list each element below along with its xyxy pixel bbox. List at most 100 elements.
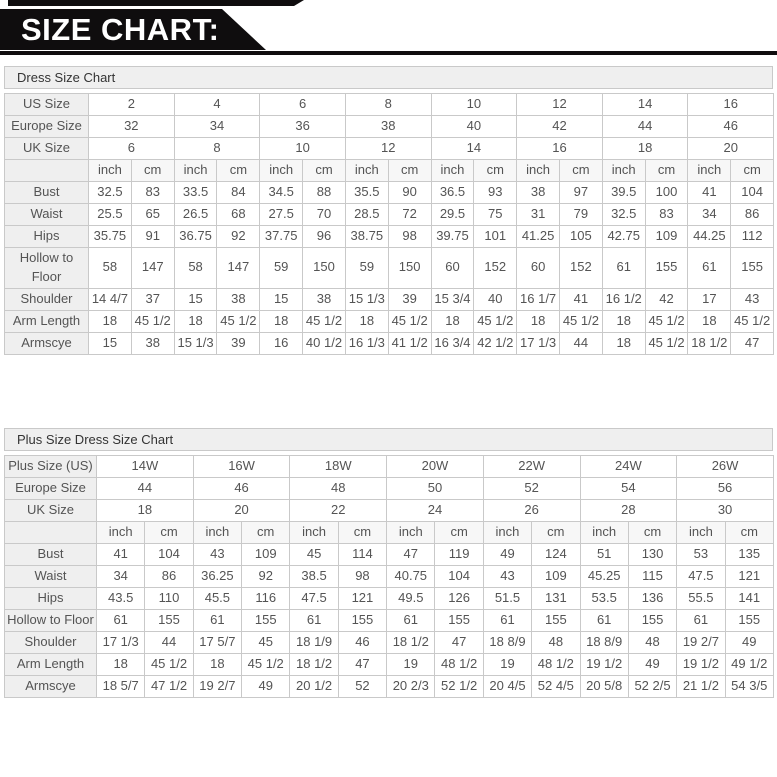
measure-value-cell: 20 5/8 <box>579 675 629 698</box>
measure-value-cell: 61 <box>289 609 339 632</box>
measure-value-cell: 131 <box>531 587 581 610</box>
measure-value-cell: 46 <box>337 631 388 654</box>
measure-value-cell: 21 1/2 <box>676 675 726 698</box>
measure-value-cell: 18 1/2 <box>386 631 436 654</box>
banner-divider-rule <box>0 51 777 55</box>
measure-row: Bust 32.5 83 33.5 84 34.5 88 35.5 90 36.5 93 38 97 39… <box>4 181 775 204</box>
size-value-cell: 12 <box>344 137 432 160</box>
size-value-cell: 2 <box>88 93 175 116</box>
size-value-cell: 44 <box>601 115 689 138</box>
measure-value-cell: 147 <box>130 247 175 289</box>
measure-value-cell: 90 <box>387 181 432 204</box>
size-value-cell: 20 <box>192 499 291 522</box>
measure-value-cell: 109 <box>241 543 291 566</box>
measure-value-cell: 49 <box>482 543 533 566</box>
measure-value-cell: 38 <box>130 331 175 355</box>
size-row: UK Size 18 20 22 24 26 28 30 <box>4 499 774 522</box>
measure-value-cell: 37 <box>130 287 175 311</box>
measure-value-cell: 119 <box>434 543 484 566</box>
measure-value-cell: 115 <box>627 565 678 588</box>
measure-value-cell: 61 <box>601 247 646 289</box>
measure-value-cell: 141 <box>724 587 774 610</box>
measure-value-cell: 20 2/3 <box>386 675 436 698</box>
size-value-cell: 44 <box>96 477 194 500</box>
unit-header-row: inch cm inch cm inch cm inch cm inch cm inch cm inch… <box>4 521 774 544</box>
unit-inch-label: inch <box>289 521 339 544</box>
measure-value-cell: 44 <box>144 631 194 654</box>
unit-cm-label: cm <box>627 521 678 544</box>
size-value-cell: 38 <box>344 115 432 138</box>
row-label: Hips <box>4 225 89 248</box>
unit-cm-label: cm <box>130 159 175 182</box>
measure-value-cell: 126 <box>434 587 484 610</box>
measure-value-cell: 42 1/2 <box>473 331 518 355</box>
measure-value-cell: 18 8/9 <box>482 631 533 654</box>
measure-value-cell: 84 <box>216 181 261 204</box>
measure-value-cell: 42 <box>644 287 689 311</box>
unit-cm-label: cm <box>644 159 689 182</box>
measure-value-cell: 45 1/2 <box>473 309 518 333</box>
measure-value-cell: 45 1/2 <box>644 331 689 355</box>
unit-cm-label: cm <box>531 521 581 544</box>
measure-value-cell: 17 1/3 <box>95 631 146 654</box>
measure-value-cell: 15 1/3 <box>344 287 389 311</box>
measure-value-cell: 91 <box>130 225 175 248</box>
measure-value-cell: 86 <box>144 565 194 588</box>
measure-value-cell: 109 <box>644 225 689 248</box>
size-value-cell: 14 <box>430 137 518 160</box>
measure-value-cell: 45 <box>289 543 339 566</box>
size-value-cell: 18W <box>289 455 388 478</box>
size-value-cell: 20 <box>687 137 775 160</box>
unit-inch-label: inch <box>344 159 389 182</box>
size-value-cell: 14W <box>96 455 194 478</box>
measure-value-cell: 49 <box>724 631 774 654</box>
measure-value-cell: 45 1/2 <box>144 653 194 676</box>
size-value-cell: 36 <box>259 115 346 138</box>
unit-inch-label: inch <box>386 521 436 544</box>
row-label: Europe Size <box>4 115 89 138</box>
measure-value-cell: 51 <box>579 543 629 566</box>
measure-value-cell: 43.5 <box>95 587 146 610</box>
measure-value-cell: 60 <box>430 247 475 289</box>
measure-value-cell: 31 <box>516 203 560 226</box>
measure-row: Hollow to Floor 61 155 61 155 61 155 61 155 61 155… <box>4 609 774 632</box>
measure-value-cell: 53 <box>676 543 726 566</box>
measure-value-cell: 45 1/2 <box>216 309 261 333</box>
measure-value-cell: 43 <box>730 287 775 311</box>
measure-value-cell: 155 <box>730 247 775 289</box>
measure-value-cell: 41 <box>687 181 732 204</box>
unit-cm-label: cm <box>144 521 194 544</box>
unit-inch-label: inch <box>173 159 218 182</box>
measure-value-cell: 18 <box>95 653 146 676</box>
measure-value-cell: 70 <box>302 203 346 226</box>
measure-row: Waist 25.5 65 26.5 68 27.5 70 28.5 72 29.5 75 31 79 3… <box>4 203 775 226</box>
measure-value-cell: 45 1/2 <box>241 653 291 676</box>
measure-value-cell: 92 <box>216 225 261 248</box>
measure-value-cell: 15 <box>259 287 304 311</box>
measure-value-cell: 48 1/2 <box>434 653 484 676</box>
measure-value-cell: 19 2/7 <box>676 631 726 654</box>
measure-value-cell: 35.5 <box>344 181 389 204</box>
measure-value-cell: 114 <box>337 543 388 566</box>
measure-value-cell: 61 <box>687 247 732 289</box>
measure-value-cell: 155 <box>241 609 291 632</box>
unit-inch-label: inch <box>676 521 726 544</box>
plus-size-dress-size-chart-section: Plus Size Dress Size Chart Plus Size (US… <box>4 428 774 698</box>
measure-value-cell: 116 <box>241 587 291 610</box>
measure-value-cell: 18 <box>601 331 646 355</box>
size-value-cell: 24 <box>386 499 484 522</box>
measure-row: Hips 43.5 110 45.5 116 47.5 121 49.5 126 51.5 131 5… <box>4 587 774 610</box>
measure-value-cell: 49 <box>241 675 291 698</box>
row-label: Armscye <box>4 675 97 698</box>
row-label: Europe Size <box>4 477 97 500</box>
size-value-cell: 16 <box>687 93 775 116</box>
size-value-cell: 28 <box>579 499 678 522</box>
measure-row: Armscye 18 5/7 47 1/2 19 2/7 49 20 1/2 52 20 2/… <box>4 675 774 698</box>
size-value-cell: 32 <box>88 115 175 138</box>
measure-row: Bust 41 104 43 109 45 114 47 119 49 124 51 130 53 135 <box>4 543 774 566</box>
size-row: Plus Size (US) 14W 16W 18W 20W 22W 24W 26W <box>4 455 774 478</box>
measure-value-cell: 59 <box>344 247 389 289</box>
unit-cm-label: cm <box>724 521 774 544</box>
measure-value-cell: 155 <box>627 609 678 632</box>
measure-value-cell: 15 <box>88 331 132 355</box>
